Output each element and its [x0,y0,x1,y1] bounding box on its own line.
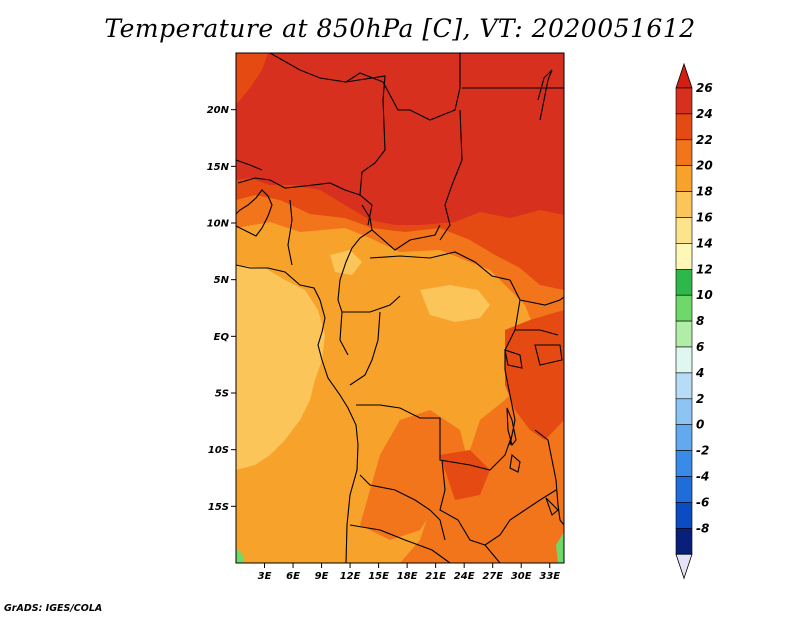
colorbar-segment [675,527,693,555]
colorbar-segment [675,398,693,425]
colorbar-label: 16 [696,211,713,225]
lon-tick-label: 3E [258,571,272,582]
colorbar-segment [675,320,693,348]
lon-tick-label: 9E [315,571,329,582]
colorbar-segment [675,243,693,270]
lon-tick-label: 24E [454,571,475,582]
longitude-axis: 3E 6E 9E 12E 15E 18E 21E 24E 27E 30E 33E [258,563,560,582]
colorbar-segment [675,139,693,167]
colorbar-top-triangle [675,62,693,89]
colorbar-label: 4 [695,366,704,380]
lat-tick-label: EQ [214,332,230,343]
latitude-axis: 20N 15N 10N 5N EQ 5S 10S 15S [207,105,236,513]
lon-tick-label: 33E [539,571,560,582]
colorbar-label: 18 [696,185,713,199]
colorbar-segment [675,424,693,451]
lat-tick-label: 5S [215,389,229,400]
colorbar-label: -2 [696,444,709,458]
map-title: Temperature at 850hPa [C], VT: 202005161… [104,14,696,43]
lon-tick-label: 30E [511,571,532,582]
colorbar-label: -4 [696,470,709,484]
credit-text: GrADS: IGES/COLA [4,603,103,614]
colorbar-segment [675,217,693,244]
colorbar-label: 14 [696,236,713,250]
colorbar-segment [675,346,693,374]
colorbar-label: 22 [696,133,713,147]
temperature-field [236,53,564,563]
colorbar-label: 2 [696,392,704,406]
colorbar-label: 10 [696,288,713,302]
plot-frame [235,52,565,564]
colorbar-segment [675,268,693,296]
lon-tick-label: 6E [286,571,300,582]
lat-tick-label: 15S [208,502,229,513]
colorbar-segment [675,191,693,218]
lat-tick-label: 10N [207,219,230,230]
lat-tick-label: 15N [207,162,230,173]
lon-tick-label: 27E [482,571,503,582]
colorbar-label: 24 [696,107,713,121]
colorbar-segment [675,113,693,141]
colorbar-label: 6 [696,340,704,354]
colorbar-label: -6 [696,495,709,509]
colorbar-segment [675,165,693,192]
colorbar-label: 0 [696,418,704,432]
colorbar-segment [675,502,693,529]
lon-tick-label: 21E [425,571,446,582]
colorbar-label: 12 [696,262,713,276]
colorbar-segment [675,476,693,503]
colorbar-label: 8 [696,314,704,328]
lon-tick-label: 15E [368,571,389,582]
colorbar-segment [675,87,693,115]
lat-tick-label: 20N [207,105,230,116]
lon-tick-label: 12E [340,571,361,582]
colorbar-bottom-triangle [675,553,693,580]
colorbar-label: -8 [696,521,709,535]
colorbar-segment [675,372,693,400]
colorbar-segment [675,450,693,477]
lon-tick-label: 18E [397,571,418,582]
lat-tick-label: 5N [214,275,230,286]
colorbar-label: 26 [696,81,713,95]
country-borders [236,53,564,563]
colorbar-segment [675,294,693,322]
lat-tick-label: 10S [208,445,229,456]
colorbar-label: 20 [696,159,713,173]
